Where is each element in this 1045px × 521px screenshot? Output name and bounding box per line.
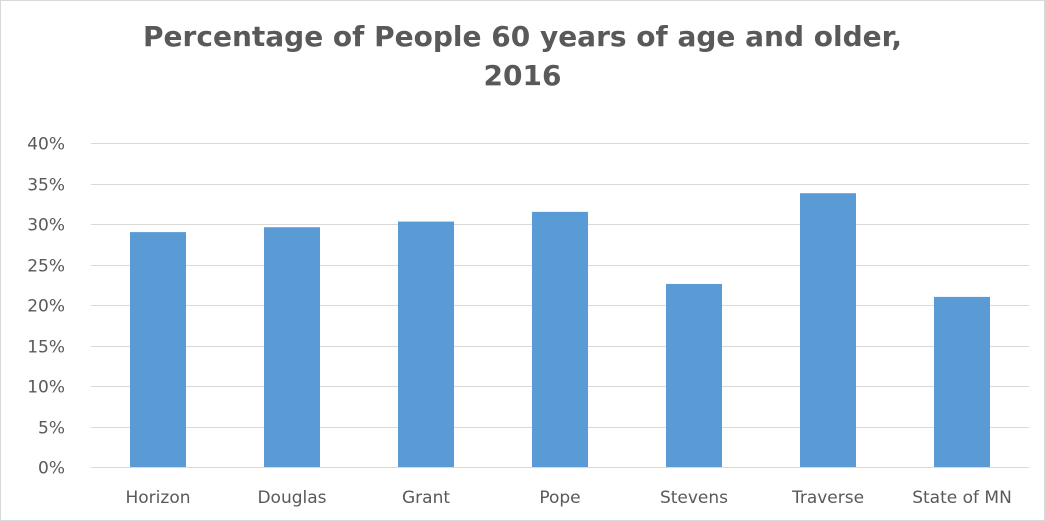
- x-category-label: Douglas: [257, 488, 326, 508]
- x-axis-category-labels: Horizon Douglas Grant Pope Stevens Traverse St…: [126, 488, 1012, 508]
- x-category-label: State of MN: [912, 488, 1012, 508]
- y-tick-label: 20%: [27, 297, 65, 317]
- bar-pope: [532, 211, 588, 467]
- x-category-label: Stevens: [660, 488, 728, 508]
- bar-state-of-mn: [934, 296, 990, 467]
- bar-stevens: [666, 283, 722, 467]
- y-tick-label: 35%: [27, 176, 65, 196]
- y-axis-tick-labels: 0% 5% 10% 15% 20% 25% 30% 35% 40%: [27, 135, 65, 479]
- bars: [130, 193, 990, 467]
- y-tick-label: 0%: [38, 459, 65, 479]
- x-category-label: Pope: [539, 488, 580, 508]
- x-category-label: Grant: [402, 488, 450, 508]
- bar-horizon: [130, 232, 186, 467]
- chart-title: Percentage of People 60 years of age and…: [1, 17, 1044, 95]
- bar-grant: [398, 221, 454, 467]
- y-tick-label: 5%: [38, 419, 65, 439]
- x-category-label: Traverse: [791, 488, 864, 508]
- y-tick-label: 40%: [27, 135, 65, 155]
- bar-douglas: [264, 227, 320, 467]
- y-tick-label: 10%: [27, 378, 65, 398]
- x-category-label: Horizon: [126, 488, 191, 508]
- chart-title-line-1: Percentage of People 60 years of age and…: [143, 20, 902, 53]
- bar-traverse: [800, 193, 856, 467]
- y-tick-label: 15%: [27, 338, 65, 358]
- y-tick-label: 30%: [27, 216, 65, 236]
- y-tick-label: 25%: [27, 257, 65, 277]
- chart-title-line-2: 2016: [483, 59, 562, 92]
